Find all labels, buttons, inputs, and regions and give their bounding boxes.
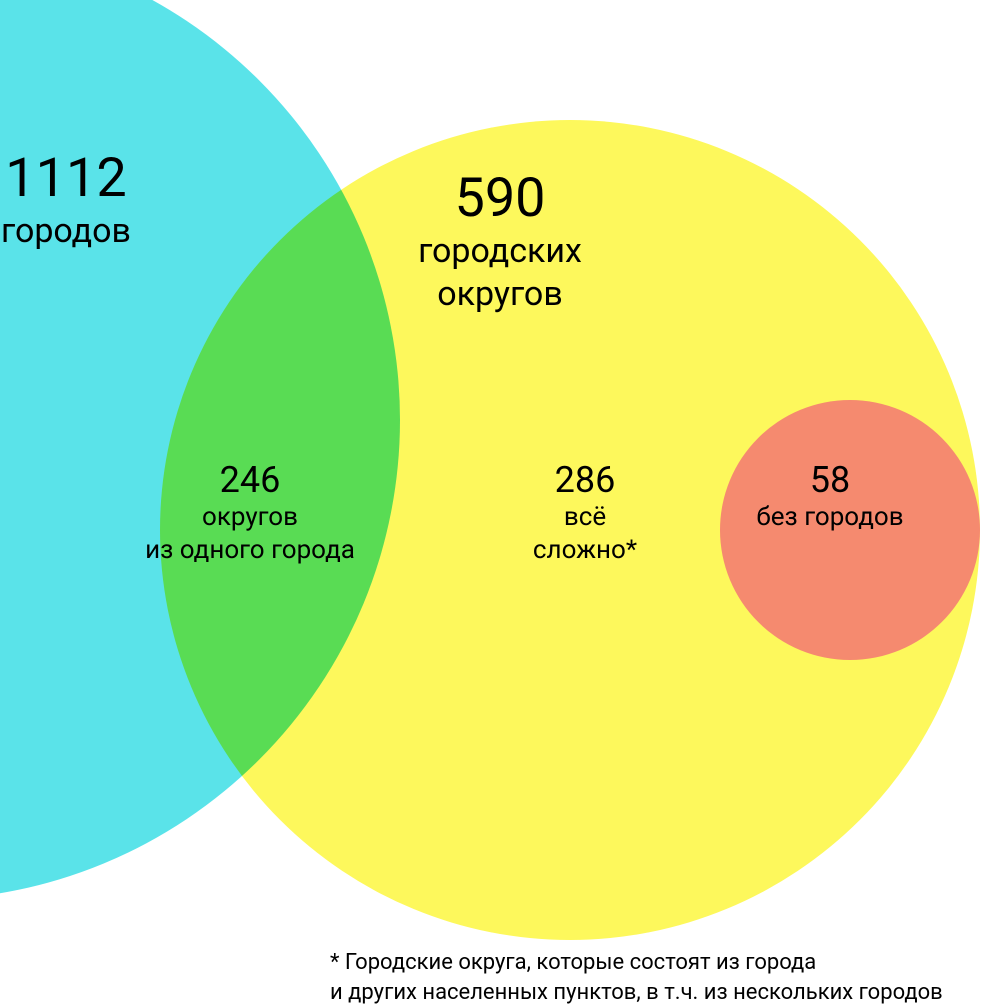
label-single-city-number: 246 xyxy=(145,460,355,501)
label-no-cities-number: 58 xyxy=(756,460,903,501)
label-complicated-number: 286 xyxy=(533,460,637,501)
label-cities-number: 1112 xyxy=(1,148,131,210)
label-no-cities: 58 без городов xyxy=(756,460,903,534)
label-complicated-text2: сложно* xyxy=(533,534,637,567)
label-single-city-text1: округов xyxy=(145,501,355,534)
label-okrugs-text1: городских xyxy=(418,230,582,273)
footnote-line2: и других населенных пунктов, в т.ч. из н… xyxy=(330,980,943,1005)
label-single-city: 246 округов из одного города xyxy=(145,460,355,566)
label-no-cities-text: без городов xyxy=(756,501,903,534)
label-cities: 1112 городов xyxy=(1,148,131,253)
label-complicated-text1: всё xyxy=(533,501,637,534)
label-okrugs-text2: округов xyxy=(418,273,582,316)
label-single-city-text2: из одного города xyxy=(145,534,355,567)
label-okrugs-number: 590 xyxy=(418,168,582,230)
label-cities-text: городов xyxy=(1,210,131,253)
label-okrugs: 590 городских округов xyxy=(418,168,582,315)
footnote: * Городские округа, которые состоят из г… xyxy=(330,948,943,1007)
footnote-line1: * Городские округа, которые состоят из г… xyxy=(330,950,816,975)
label-complicated: 286 всё сложно* xyxy=(533,460,637,566)
